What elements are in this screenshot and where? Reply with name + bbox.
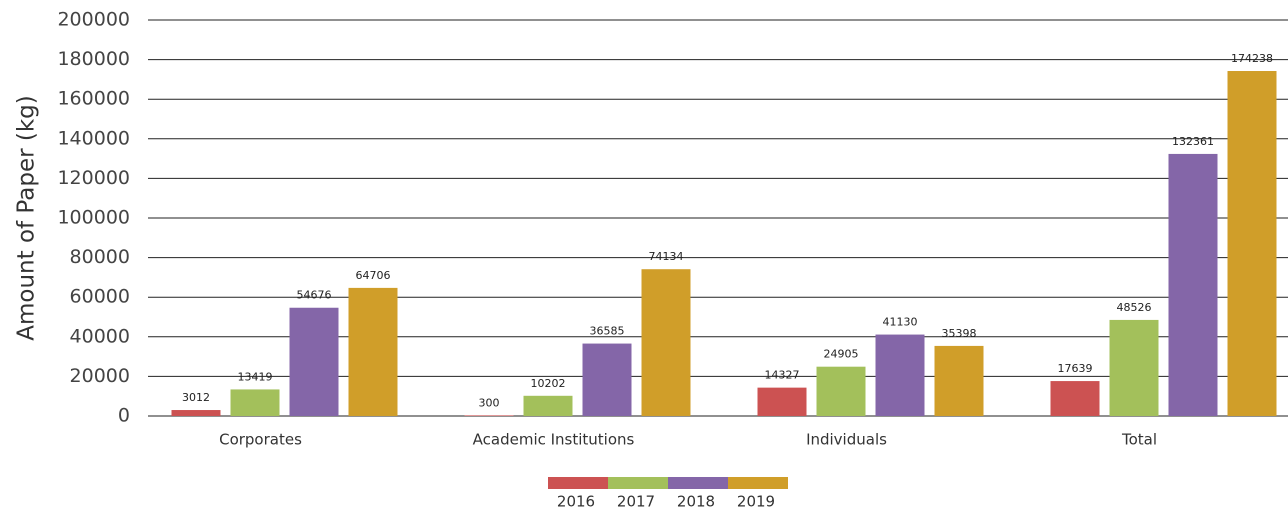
value-label: 3012	[182, 391, 210, 404]
y-tick-label: 80000	[70, 246, 130, 268]
bar	[816, 366, 866, 416]
y-tick-label: 140000	[57, 127, 130, 149]
bar	[1168, 153, 1218, 416]
y-tick-label: 200000	[57, 9, 130, 31]
value-label: 36585	[590, 325, 625, 338]
legend-swatch	[548, 477, 608, 489]
bar	[875, 334, 925, 416]
y-tick-label: 100000	[57, 207, 130, 229]
value-label: 17639	[1058, 362, 1093, 375]
y-tick-label: 60000	[70, 286, 130, 308]
bar	[523, 395, 573, 416]
bar	[934, 345, 984, 416]
x-tick-label: Corporates	[219, 431, 302, 449]
value-label: 10202	[531, 377, 566, 390]
legend-label: 2019	[737, 493, 775, 511]
bar	[464, 415, 514, 416]
legend-swatch	[608, 477, 668, 489]
value-label: 74134	[649, 250, 684, 263]
x-tick-label: Total	[1121, 431, 1157, 449]
legend-swatch	[728, 477, 788, 489]
value-label: 300	[479, 396, 500, 409]
bar	[348, 287, 398, 416]
value-label: 174238	[1231, 52, 1273, 65]
y-tick-label: 160000	[57, 88, 130, 110]
bar	[230, 389, 280, 416]
legend-swatch	[668, 477, 728, 489]
bar	[641, 269, 691, 416]
value-label: 35398	[942, 327, 977, 340]
value-label: 14327	[765, 369, 800, 382]
value-label: 64706	[356, 269, 391, 282]
legend-label: 2016	[557, 493, 595, 511]
y-tick-label: 180000	[57, 48, 130, 70]
value-label: 132361	[1172, 135, 1214, 148]
y-axis-title: Amount of Paper (kg)	[14, 95, 40, 341]
bar	[289, 307, 339, 416]
y-tick-label: 120000	[57, 167, 130, 189]
bar	[1109, 319, 1159, 416]
bar	[171, 410, 221, 416]
value-label: 13419	[238, 370, 273, 383]
bar	[582, 343, 632, 416]
x-tick-label: Individuals	[806, 431, 887, 449]
y-tick-label: 20000	[70, 365, 130, 387]
value-label: 54676	[297, 289, 332, 302]
bar	[1227, 71, 1277, 416]
value-label: 24905	[824, 348, 859, 361]
bar	[1050, 381, 1100, 416]
y-tick-label: 40000	[70, 325, 130, 347]
x-tick-label: Academic Institutions	[473, 431, 635, 449]
legend-label: 2017	[617, 493, 655, 511]
y-tick-label: 0	[118, 405, 130, 427]
legend-label: 2018	[677, 493, 715, 511]
bar	[757, 387, 807, 416]
value-label: 41130	[883, 316, 918, 329]
value-label: 48526	[1117, 301, 1152, 314]
